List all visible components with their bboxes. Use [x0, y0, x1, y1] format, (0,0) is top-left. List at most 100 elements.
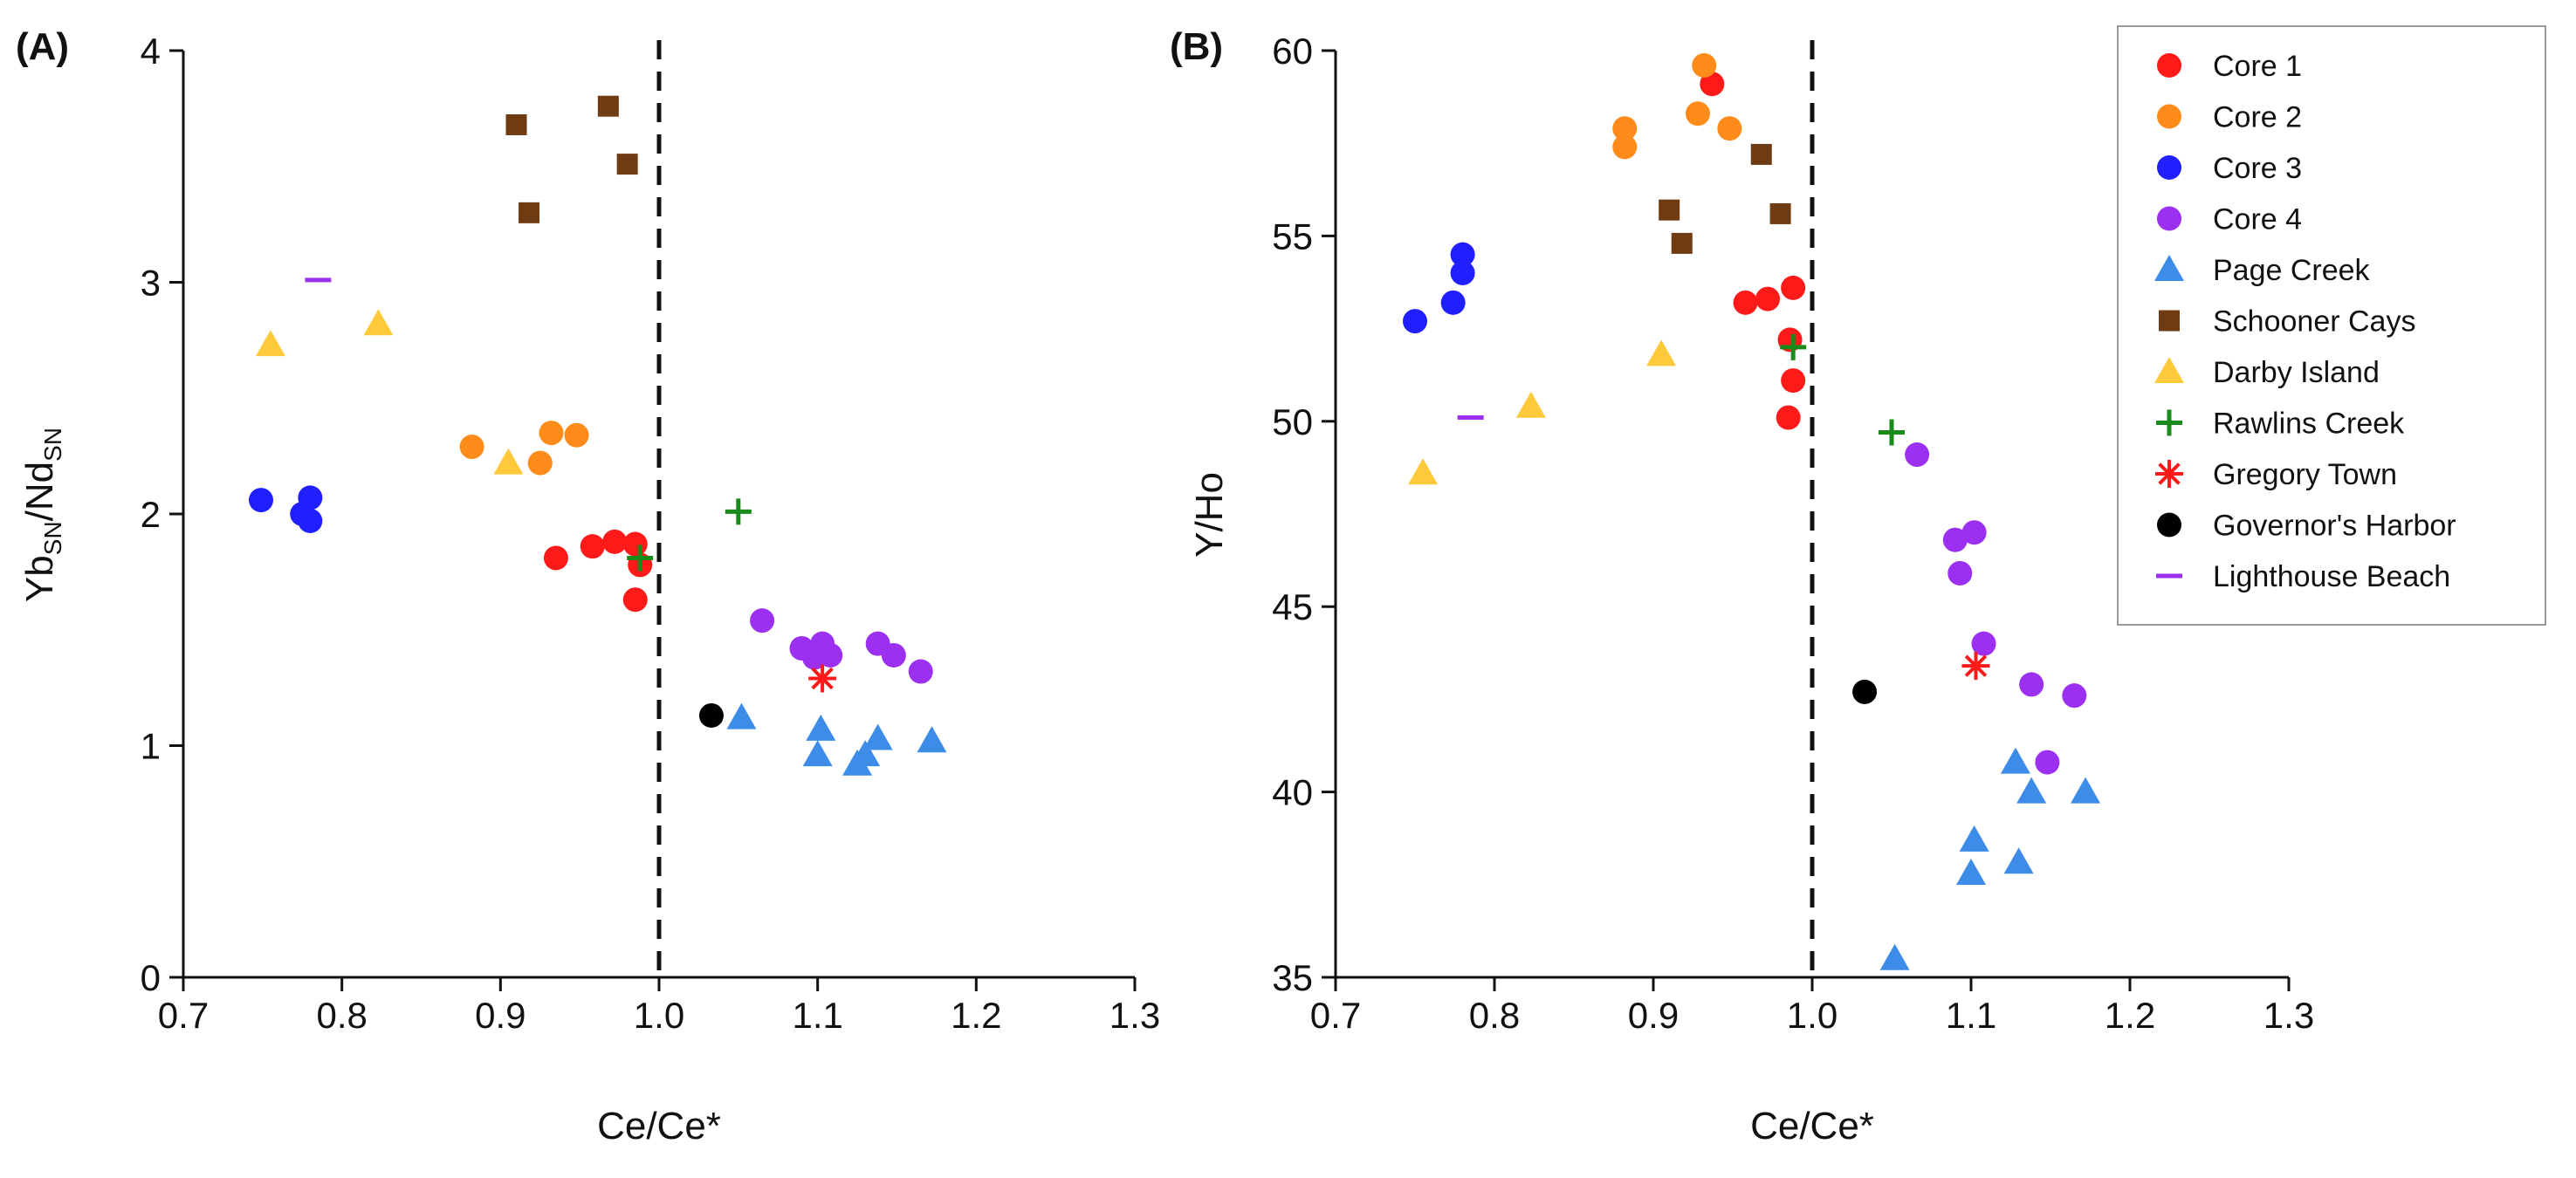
data-point-page-creek — [862, 723, 893, 750]
panel-b-ylabel: Y/Ho — [1188, 472, 1231, 558]
panel-b-xtick-label: 0.9 — [1628, 995, 1679, 1036]
data-point-page-creek — [2071, 777, 2101, 804]
data-point-page-creek — [2003, 847, 2034, 874]
legend-marker-schooner-cays — [2159, 310, 2180, 332]
legend-marker-core-3 — [2157, 155, 2181, 180]
data-point-schooner-cays — [1769, 202, 1791, 224]
data-point-core-4 — [1947, 560, 1973, 586]
legend-item-darby-island: Darby Island — [2154, 356, 2380, 389]
data-point-core-4 — [2035, 750, 2060, 775]
data-point-core-4 — [2019, 672, 2044, 697]
panel-a-series-core-3 — [249, 485, 323, 533]
panel-a-series-gregory-town — [808, 664, 837, 693]
data-point-core-2 — [1612, 116, 1638, 141]
data-point-page-creek — [802, 740, 833, 767]
panel-a-series-page-creek — [726, 702, 947, 776]
legend-label-core-3: Core 3 — [2213, 152, 2302, 185]
panel-b-series-core-1 — [1700, 72, 1806, 430]
panel-a-series-darby-island — [255, 309, 524, 475]
panel-a-label: (A) — [16, 25, 69, 68]
legend-marker-page-creek — [2154, 255, 2184, 281]
data-point-core-4 — [908, 659, 933, 684]
data-point-page-creek — [1879, 943, 1910, 970]
panel-a-series-core-4 — [750, 608, 933, 684]
panel-a-ytick-label: 2 — [141, 494, 161, 535]
data-point-core-4 — [1905, 442, 1930, 468]
legend-items: Core 1 Core 2 Core 3 Core 4 Page Creek Schoon… — [2154, 50, 2456, 593]
data-point-darby-island — [493, 448, 524, 475]
data-point-page-creek — [2000, 747, 2030, 774]
data-point-core-1 — [1776, 405, 1801, 430]
legend-item-core-1: Core 1 — [2157, 50, 2302, 83]
panel-b-xtick-label: 1.0 — [1787, 995, 1838, 1036]
data-point-gregory-town — [808, 664, 837, 693]
data-point-core-1 — [543, 545, 568, 571]
panel-a-series-core-1 — [543, 529, 653, 613]
panel-a-series-schooner-cays — [505, 95, 638, 223]
legend-label-core-4: Core 4 — [2213, 203, 2302, 236]
data-point-darby-island — [363, 309, 394, 336]
panel-b-series-core-2 — [1612, 52, 1742, 160]
legend-label-darby-island: Darby Island — [2213, 356, 2380, 389]
data-point-core-1 — [1781, 275, 1806, 300]
legend-item-governor-s-harbor: Governor's Harbor — [2157, 510, 2456, 543]
panel-b-xlabel: Ce/Ce* — [1750, 1105, 1874, 1147]
legend-label-core-2: Core 2 — [2213, 101, 2302, 134]
data-point-core-1 — [1781, 368, 1806, 394]
panel-a-xtick-label: 1.0 — [634, 995, 684, 1036]
data-point-core-4 — [2062, 683, 2087, 709]
panel-a-ytick-label: 4 — [141, 31, 161, 72]
data-point-gregory-town — [1961, 652, 1990, 681]
panel-b-xtick-label: 1.1 — [1946, 995, 1996, 1036]
data-point-rawlins-creek — [1879, 419, 1905, 446]
panel-b-xtick-label: 1.3 — [2263, 995, 2314, 1036]
data-point-core-2 — [564, 422, 589, 448]
legend-label-core-1: Core 1 — [2213, 50, 2302, 83]
panel-b: (B) Y/Ho Ce/Ce* 0.7 0.8 0.9 1.0 1.1 1.2 1.3 35 4… — [1170, 25, 2314, 1147]
panel-b-xtick-label: 0.8 — [1469, 995, 1520, 1036]
data-point-page-creek — [726, 702, 757, 729]
data-point-core-1 — [580, 534, 605, 559]
data-point-core-4 — [1942, 527, 1968, 552]
legend-marker-core-2 — [2157, 104, 2181, 129]
panel-b-ytick-label: 35 — [1272, 957, 1313, 998]
panel-b-plot: 0.7 0.8 0.9 1.0 1.1 1.2 1.3 35 40 45 50 55 60 — [1272, 31, 2314, 1036]
panel-a-ytick-label: 0 — [141, 957, 161, 998]
panel-b-series-governor-s-harbor — [1852, 679, 1878, 704]
data-point-page-creek — [1959, 825, 1989, 852]
data-point-core-4 — [818, 642, 843, 668]
data-point-darby-island — [255, 330, 285, 357]
legend-item-core-3: Core 3 — [2157, 152, 2302, 185]
data-point-page-creek — [806, 714, 836, 741]
panel-b-series-core-3 — [1403, 242, 1475, 334]
data-point-darby-island — [1515, 391, 1546, 418]
panel-b-series-page-creek — [1879, 747, 2101, 970]
data-point-core-3 — [249, 488, 274, 513]
legend-label-governor-s-harbor: Governor's Harbor — [2213, 510, 2456, 543]
legend-marker-rawlins-creek — [2156, 409, 2182, 436]
legend-label-rawlins-creek: Rawlins Creek — [2213, 408, 2405, 441]
panel-a-ylabel: YbSN/NdSN — [18, 428, 66, 602]
data-point-core-2 — [1612, 134, 1638, 160]
data-point-core-3 — [1450, 242, 1475, 267]
data-point-core-1 — [1700, 72, 1725, 97]
data-point-core-3 — [298, 485, 323, 510]
panel-b-series-gregory-town — [1961, 652, 1990, 681]
data-point-schooner-cays — [505, 113, 527, 135]
data-point-core-4 — [881, 642, 906, 668]
data-point-darby-island — [1646, 339, 1677, 366]
legend-item-lighthouse-beach: Lighthouse Beach — [2156, 560, 2450, 593]
legend-item-core-4: Core 4 — [2157, 203, 2302, 236]
legend-label-schooner-cays: Schooner Cays — [2213, 305, 2415, 339]
data-point-core-1 — [622, 587, 648, 613]
panel-a-ytick-label: 3 — [141, 263, 161, 304]
panel-a-xtick-label: 1.3 — [1109, 995, 1160, 1036]
panel-b-ytick-label: 40 — [1272, 772, 1313, 813]
legend-marker-core-4 — [2157, 206, 2181, 231]
legend: Core 1 Core 2 Core 3 Core 4 Page Creek Schoon… — [2117, 25, 2546, 626]
data-point-core-3 — [298, 508, 323, 533]
legend-label-lighthouse-beach: Lighthouse Beach — [2213, 560, 2450, 593]
legend-item-page-creek: Page Creek — [2154, 254, 2371, 287]
legend-label-page-creek: Page Creek — [2213, 254, 2371, 287]
data-point-schooner-cays — [597, 95, 619, 117]
